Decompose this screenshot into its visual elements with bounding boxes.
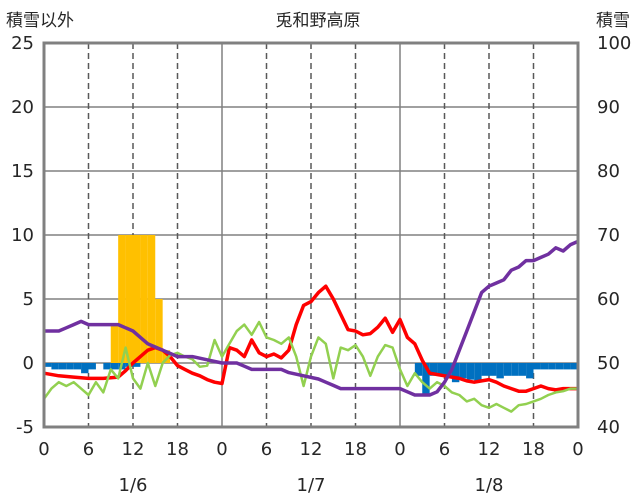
bar <box>44 363 52 367</box>
bar <box>481 363 489 376</box>
bar <box>58 363 67 370</box>
bar <box>125 235 133 363</box>
bar <box>459 363 467 379</box>
bar-series <box>44 235 578 395</box>
bar <box>133 235 141 363</box>
bar <box>162 350 171 363</box>
x-hour-tick-label: 0 <box>572 439 583 460</box>
bar <box>570 363 578 370</box>
bar <box>466 363 475 380</box>
bar <box>563 363 571 370</box>
bar <box>133 363 141 367</box>
x-hour-tick-label: 18 <box>344 439 367 460</box>
bar <box>51 363 59 370</box>
x-hour-tick-label: 0 <box>216 439 227 460</box>
x-date-label: 1/7 <box>297 475 326 496</box>
bar <box>66 363 74 370</box>
y-left-tick-label: 0 <box>23 353 34 374</box>
y-right-tick-label: 90 <box>597 97 620 118</box>
bar <box>533 363 541 370</box>
y-right-axis-label: 積雪 <box>596 11 630 31</box>
bar <box>147 235 156 363</box>
plot-frame <box>42 41 580 429</box>
bar <box>103 363 111 370</box>
bar <box>73 363 82 370</box>
bar <box>118 235 126 363</box>
chart-title: 兎和野高原 <box>276 11 361 31</box>
bar <box>518 363 527 376</box>
x-date-label: 1/8 <box>475 475 504 496</box>
bar <box>474 363 482 383</box>
bar <box>81 363 89 374</box>
x-hour-tick-label: 18 <box>522 439 545 460</box>
x-hour-tick-label: 12 <box>300 439 323 460</box>
y-right-tick-label: 50 <box>597 353 620 374</box>
bar <box>437 363 445 376</box>
x-date-label: 1/6 <box>119 475 148 496</box>
bar <box>555 363 564 370</box>
y-left-ticks: -5 0 5 10 15 20 25 <box>11 33 34 438</box>
bar <box>444 363 452 376</box>
bar <box>496 363 504 379</box>
bar <box>548 363 556 370</box>
x-hour-tick-label: 12 <box>478 439 501 460</box>
series-line <box>44 239 579 397</box>
y-right-tick-label: 100 <box>597 33 631 54</box>
x-hour-tick-label: 18 <box>166 439 189 460</box>
bar <box>422 363 430 395</box>
bar <box>503 363 512 376</box>
y-right-tick-label: 40 <box>597 417 620 438</box>
y-right-ticks: 40 50 60 70 80 90 100 <box>597 33 631 438</box>
y-left-tick-label: 5 <box>23 289 34 310</box>
bar <box>88 363 96 370</box>
y-left-axis-label: 積雪以外 <box>6 11 74 31</box>
y-left-tick-label: 25 <box>11 33 34 54</box>
bar <box>451 363 460 383</box>
y-left-tick-label: 10 <box>11 225 34 246</box>
bar <box>511 363 519 376</box>
x-date-labels: 1/6 1/7 1/8 <box>119 475 504 496</box>
x-hour-tick-label: 6 <box>439 439 450 460</box>
bar <box>429 363 438 376</box>
x-hour-tick-label: 0 <box>38 439 49 460</box>
x-hour-tick-label: 0 <box>394 439 405 460</box>
series-line <box>42 320 578 413</box>
bar <box>414 363 423 376</box>
bar <box>540 363 549 370</box>
y-right-tick-label: 70 <box>597 225 620 246</box>
bar <box>110 324 119 363</box>
y-left-tick-label: 20 <box>11 97 34 118</box>
bar <box>489 363 497 376</box>
x-hour-tick-label: 6 <box>83 439 94 460</box>
y-left-tick-label: 15 <box>11 161 34 182</box>
bar <box>110 363 119 370</box>
y-right-tick-label: 60 <box>597 289 620 310</box>
y-right-tick-label: 80 <box>597 161 620 182</box>
y-left-tick-label: -5 <box>16 417 34 438</box>
bar <box>526 363 534 379</box>
bar <box>155 299 163 363</box>
line-series <box>42 239 579 413</box>
x-hour-ticks: 0 6 12 18 0 6 12 18 0 6 12 18 0 <box>38 439 583 460</box>
bar <box>140 235 148 363</box>
x-hour-tick-label: 12 <box>122 439 145 460</box>
x-hour-tick-label: 6 <box>261 439 272 460</box>
